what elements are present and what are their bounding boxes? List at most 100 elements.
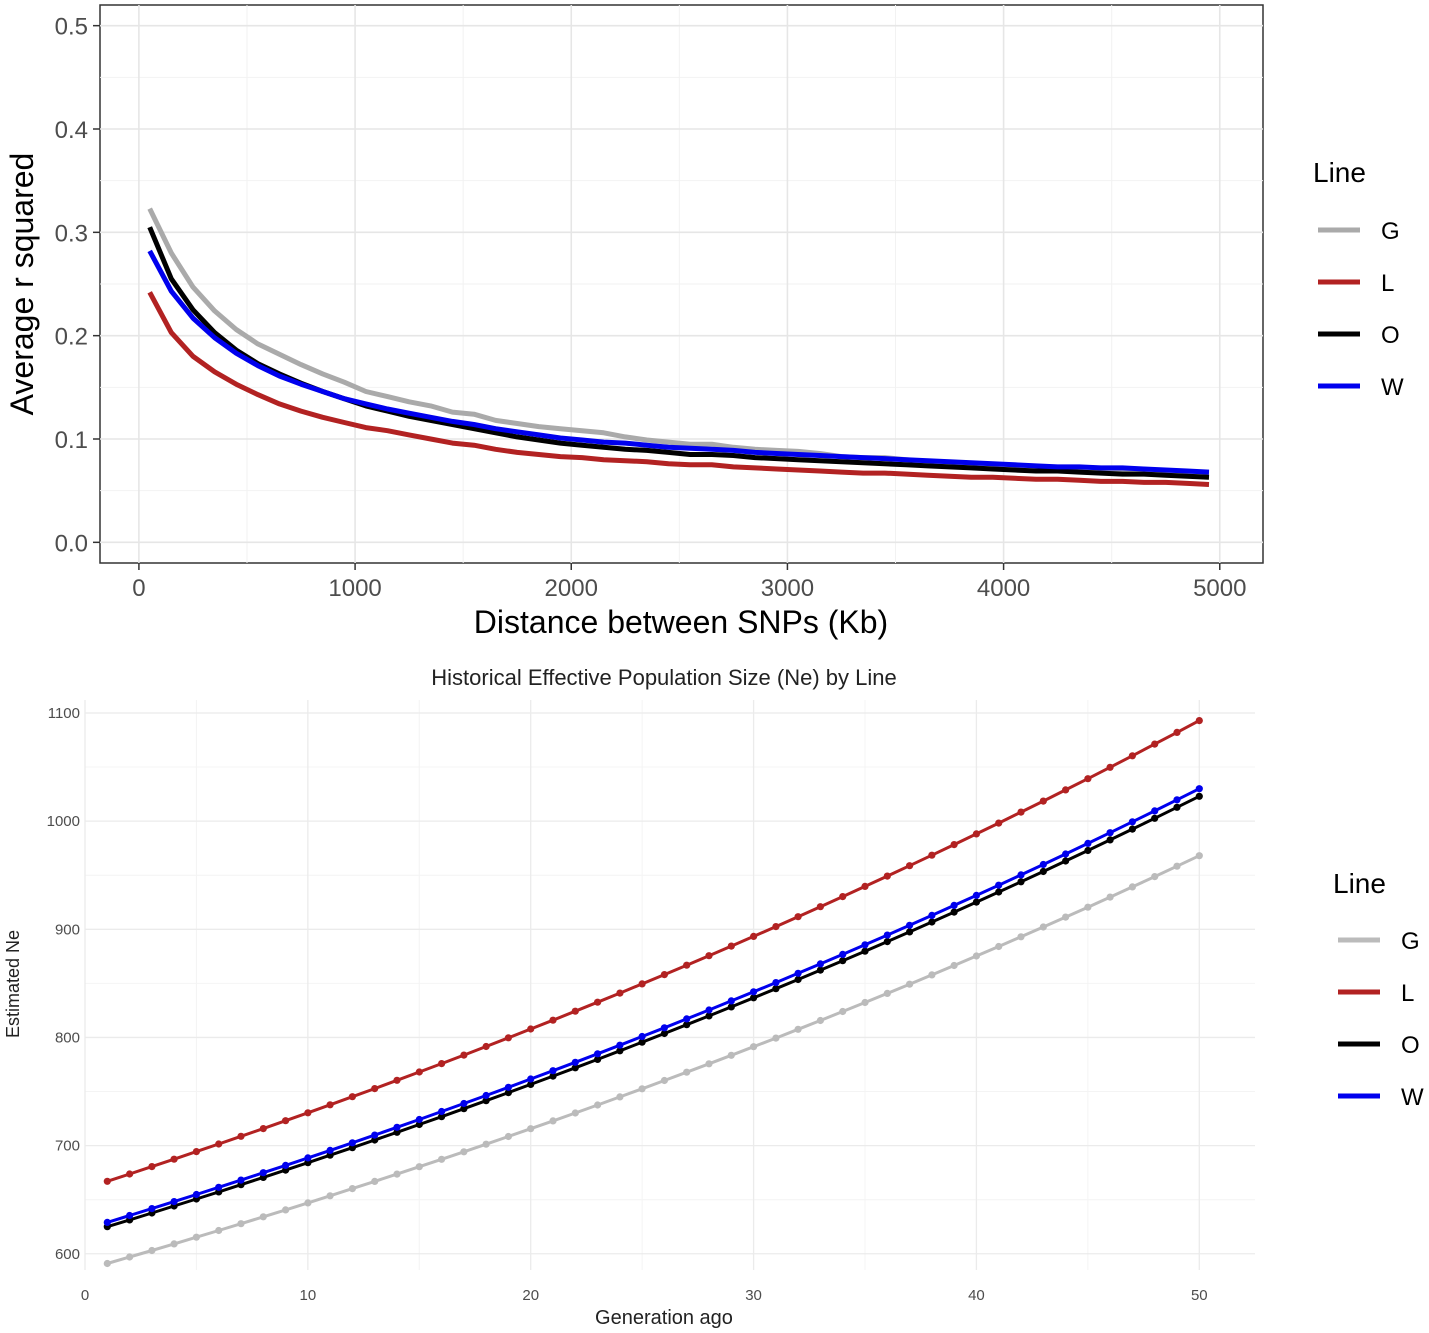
ne-point-G <box>103 1259 111 1268</box>
ne-point-G <box>282 1206 290 1214</box>
ne-point-O <box>527 1080 535 1088</box>
ne-point-G <box>126 1253 134 1261</box>
ne-point-L <box>103 1177 111 1185</box>
ne-point-L <box>727 942 735 950</box>
ne-point-W <box>616 1041 624 1049</box>
ne-series-line-O <box>106 794 1200 1229</box>
ne-x-tick-label: 20 <box>522 1287 539 1304</box>
ld-legend-label-G: G <box>1381 218 1400 245</box>
ne-point-W <box>705 1006 713 1014</box>
ne-point-L <box>794 913 802 921</box>
ne-point-O <box>415 1120 423 1129</box>
ne-point-W <box>594 1050 602 1058</box>
ld-legend-title: Line <box>1313 157 1366 188</box>
ne-point-O <box>1017 878 1025 886</box>
ne-point-W <box>148 1205 156 1213</box>
ne-point-G <box>371 1177 379 1185</box>
ne-point-G <box>460 1148 468 1156</box>
ne-point-G <box>861 998 869 1007</box>
ne-point-O <box>995 888 1003 896</box>
ld-series-line-L <box>147 291 1210 487</box>
ne-x-ticks: 0 10 20 30 40 50 <box>81 1287 1208 1304</box>
ne-y-tick-label: 1000 <box>47 813 80 830</box>
ne-point-W <box>504 1083 512 1091</box>
ne-point-G <box>683 1068 691 1076</box>
ne-point-W <box>237 1176 245 1184</box>
ne-point-G <box>1106 893 1114 901</box>
ne-point-W <box>638 1032 646 1041</box>
ne-point-G <box>1195 852 1203 860</box>
ne-point-G <box>504 1132 512 1141</box>
ld-legend-label-L: L <box>1381 270 1394 297</box>
ne-point-G <box>839 1007 847 1016</box>
ne-point-G <box>348 1185 356 1193</box>
ld-x-tick-label: 5000 <box>1193 575 1246 602</box>
ne-point-W <box>326 1146 334 1154</box>
ne-point-L <box>571 1007 579 1015</box>
ne-point-G <box>192 1233 200 1241</box>
ne-point-W <box>816 960 825 968</box>
ne-point-G <box>928 971 936 979</box>
ne-series-line-W <box>106 787 1200 1224</box>
ne-point-G <box>1062 913 1070 921</box>
ne-point-W <box>460 1099 468 1108</box>
ne-point-O <box>705 1012 713 1020</box>
ne-point-L <box>883 872 891 880</box>
ne-point-W <box>1128 818 1136 826</box>
ne-point-O <box>972 898 981 906</box>
ne-point-L <box>215 1140 223 1148</box>
ne-point-G <box>705 1060 713 1068</box>
ne-point-G <box>1039 923 1047 931</box>
ne-point-L <box>482 1042 490 1051</box>
ne-point-L <box>282 1117 290 1125</box>
ne-point-G <box>616 1093 624 1101</box>
ne-x-tick-label: 50 <box>1191 1287 1208 1304</box>
ne-point-L <box>1017 808 1025 816</box>
ne-point-L <box>549 1016 557 1024</box>
ne-point-O <box>683 1021 691 1029</box>
ld-x-tick-label: 2000 <box>545 575 598 602</box>
ne-point-G <box>393 1170 401 1178</box>
ld-y-tick-label: 0.2 <box>55 324 88 351</box>
ne-point-O <box>504 1089 512 1097</box>
ne-y-ticks: 600 700 800 900 1000 1100 <box>47 705 80 1263</box>
ne-point-L <box>1128 752 1136 760</box>
ld-y-ticks: 0.0 0.1 0.2 0.3 0.4 0.5 <box>55 14 100 557</box>
ne-point-L <box>192 1148 200 1156</box>
ne-point-L <box>460 1051 468 1059</box>
ne-point-G <box>594 1101 602 1109</box>
ne-point-O <box>594 1055 602 1063</box>
ne-point-G <box>1173 862 1181 870</box>
ne-history-chart: Historical Effective Population Size (Ne… <box>3 665 1424 1329</box>
ne-point-W <box>1106 829 1114 837</box>
ne-series-line-L <box>106 719 1201 1183</box>
ne-point-G <box>527 1125 535 1133</box>
ne-point-O <box>1173 803 1181 811</box>
ne-point-L <box>237 1132 245 1140</box>
ne-point-L <box>839 893 847 901</box>
ne-point-O <box>750 994 758 1002</box>
ld-series-line-W <box>147 249 1210 475</box>
ne-legend-label-O: O <box>1401 1032 1420 1059</box>
ld-y-tick-label: 0.3 <box>55 220 88 247</box>
ne-point-W <box>1062 850 1070 858</box>
ne-point-G <box>816 1016 825 1025</box>
ld-x-tick-label: 3000 <box>761 575 814 602</box>
ld-series-lines <box>147 207 1210 487</box>
ne-point-G <box>237 1220 245 1228</box>
ne-point-L <box>660 971 669 979</box>
ne-series-lines <box>103 717 1203 1268</box>
ne-point-W <box>750 988 758 996</box>
ld-legend-label-O: O <box>1381 322 1400 349</box>
ne-point-O <box>616 1047 624 1055</box>
ne-point-O <box>906 928 914 936</box>
ne-point-W <box>348 1139 356 1147</box>
ne-point-W <box>259 1169 267 1177</box>
ne-point-G <box>1084 903 1092 911</box>
ne-point-L <box>816 903 825 911</box>
ne-x-tick-label: 40 <box>968 1287 985 1304</box>
ne-point-L <box>638 980 646 988</box>
ne-point-O <box>928 918 936 926</box>
ne-x-axis-label: Generation ago <box>595 1307 733 1329</box>
ne-point-W <box>126 1211 134 1220</box>
